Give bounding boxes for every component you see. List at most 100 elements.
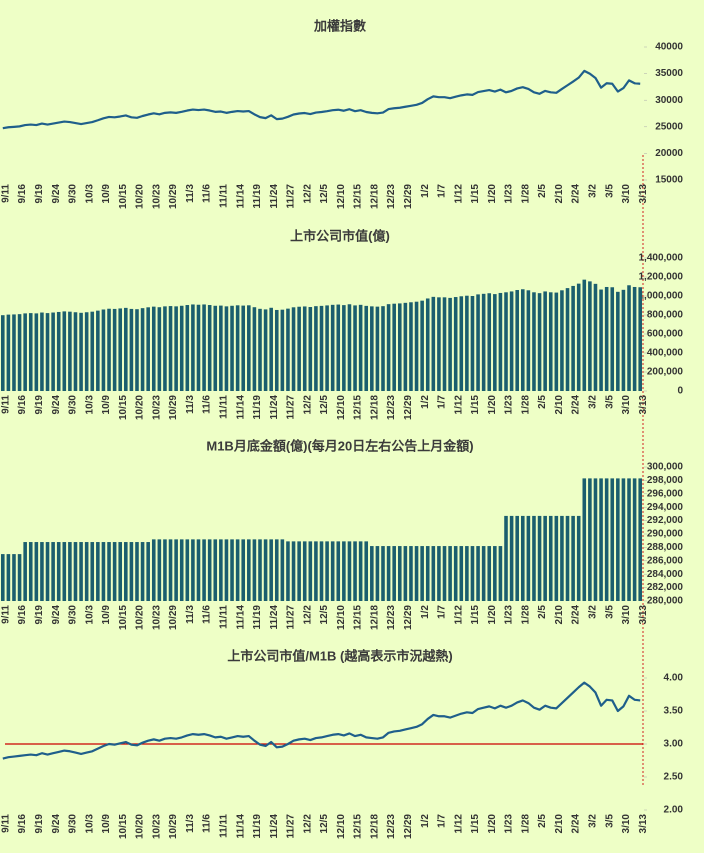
bar xyxy=(392,303,396,391)
bar xyxy=(291,541,296,601)
bar xyxy=(465,546,469,601)
bar xyxy=(370,546,374,601)
bar xyxy=(509,291,514,391)
x-tick-label: 10/29 xyxy=(168,814,179,839)
bar xyxy=(12,554,16,601)
y-tick-label: 288,000 xyxy=(647,542,684,553)
x-tick-label: 1/2 xyxy=(420,605,431,619)
bar xyxy=(151,539,156,601)
bar xyxy=(336,541,341,601)
x-tick-label: 11/19 xyxy=(252,184,263,209)
bar xyxy=(84,542,89,601)
bar xyxy=(515,290,519,391)
bar xyxy=(314,541,318,601)
x-tick-label: 11/14 xyxy=(235,395,246,420)
x-tick-label: 9/16 xyxy=(17,184,28,204)
bar xyxy=(370,306,374,391)
bar xyxy=(364,541,369,601)
bar xyxy=(498,546,503,601)
bar xyxy=(397,303,402,391)
bar xyxy=(135,542,139,601)
bar xyxy=(241,305,246,391)
bar xyxy=(174,539,178,601)
x-tick-label: 2/10 xyxy=(554,184,565,204)
bar xyxy=(470,546,475,601)
x-tick-label: 10/3 xyxy=(84,184,95,204)
bar xyxy=(112,542,117,601)
x-tick-label: 1/23 xyxy=(504,395,515,415)
x-tick-label: 3/10 xyxy=(621,395,632,415)
x-tick-label: 1/23 xyxy=(504,814,515,834)
x-tick-label: 2/24 xyxy=(571,605,582,625)
bar xyxy=(325,541,329,601)
x-tick-label: 1/15 xyxy=(470,605,481,625)
x-tick-label: 2/10 xyxy=(554,814,565,834)
bar xyxy=(459,546,464,601)
x-tick-label: 3/5 xyxy=(604,605,615,619)
bar xyxy=(526,515,531,601)
bar xyxy=(6,314,11,391)
bar xyxy=(403,302,408,391)
x-tick-label: 10/23 xyxy=(151,605,162,630)
bar xyxy=(308,307,313,391)
bar xyxy=(224,539,229,601)
bar xyxy=(34,542,39,601)
x-tick-label: 1/2 xyxy=(420,395,431,409)
x-tick-label: 12/29 xyxy=(403,184,414,209)
bar xyxy=(431,296,436,391)
bar xyxy=(297,541,301,601)
bar xyxy=(168,306,173,391)
x-tick-label: 1/15 xyxy=(470,814,481,834)
x-tick-label: 12/5 xyxy=(319,605,330,625)
bar xyxy=(17,554,22,601)
bar xyxy=(213,539,218,601)
bar xyxy=(207,539,212,601)
x-tick-label: 12/18 xyxy=(369,814,380,839)
bar xyxy=(526,290,531,391)
bar xyxy=(381,306,385,391)
bar xyxy=(420,546,424,601)
bar xyxy=(375,546,380,601)
x-tick-label: 11/27 xyxy=(286,605,297,630)
x-tick-label: 10/15 xyxy=(118,605,129,630)
x-tick-label: 10/9 xyxy=(101,605,112,625)
bar xyxy=(45,542,50,601)
x-tick-label: 10/20 xyxy=(135,605,146,630)
bar xyxy=(107,308,111,391)
bar xyxy=(353,305,357,391)
bar xyxy=(476,546,480,601)
bar xyxy=(537,515,542,601)
x-tick-label: 9/16 xyxy=(17,395,28,415)
x-tick-label: 9/11 xyxy=(0,814,11,833)
bar xyxy=(90,542,95,601)
x-tick-label: 10/29 xyxy=(168,605,179,630)
x-tick-label: 1/28 xyxy=(520,184,531,204)
bar xyxy=(258,308,262,391)
bar xyxy=(593,283,598,391)
x-tick-label: 3/13 xyxy=(638,395,649,415)
bar xyxy=(62,542,67,601)
bar xyxy=(638,478,642,601)
bar xyxy=(582,279,587,391)
bar xyxy=(163,306,167,391)
x-tick-label: 12/5 xyxy=(319,395,330,415)
x-tick-label: 12/18 xyxy=(369,184,380,209)
bar xyxy=(386,546,391,601)
y-tick-label: 35000 xyxy=(655,68,683,79)
bar xyxy=(431,546,436,601)
bar xyxy=(302,541,307,601)
x-tick-label: 1/15 xyxy=(470,184,481,204)
x-tick-label: 2/24 xyxy=(571,184,582,204)
bar xyxy=(124,542,128,601)
bar xyxy=(118,542,123,601)
x-tick-label: 1/12 xyxy=(453,605,464,625)
bar xyxy=(588,281,592,391)
bar xyxy=(84,312,89,391)
bar xyxy=(604,478,609,601)
x-tick-label: 11/14 xyxy=(235,184,246,209)
x-tick-label: 3/10 xyxy=(621,184,632,204)
x-tick-label: 2/24 xyxy=(571,395,582,415)
chart-title: 上市公司市值(億) xyxy=(290,228,390,243)
x-tick-label: 10/3 xyxy=(84,814,95,834)
bar xyxy=(493,294,497,391)
